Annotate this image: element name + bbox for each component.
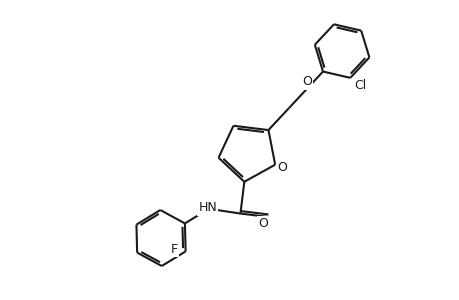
Text: O: O xyxy=(302,75,311,88)
Text: F: F xyxy=(171,243,178,256)
Text: O: O xyxy=(277,161,286,174)
Text: HN: HN xyxy=(198,201,217,214)
Text: O: O xyxy=(258,218,268,230)
Text: Cl: Cl xyxy=(353,79,366,92)
